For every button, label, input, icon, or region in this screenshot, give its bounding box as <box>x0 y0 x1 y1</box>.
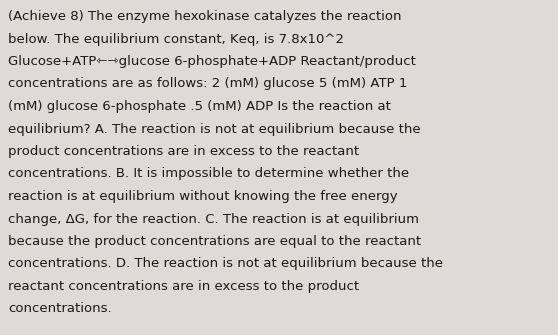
Text: reaction is at equilibrium without knowing the free energy: reaction is at equilibrium without knowi… <box>8 190 398 203</box>
Text: concentrations are as follows: 2 (mM) glucose 5 (mM) ATP 1: concentrations are as follows: 2 (mM) gl… <box>8 77 407 90</box>
Text: below. The equilibrium constant, Κeq, is 7.8x10^2: below. The equilibrium constant, Κeq, is… <box>8 32 344 46</box>
Text: because the product concentrations are equal to the reactant: because the product concentrations are e… <box>8 235 421 248</box>
Text: concentrations.: concentrations. <box>8 303 112 316</box>
Text: (mM) glucose 6-phosphate .5 (mM) ADP Is the reaction at: (mM) glucose 6-phosphate .5 (mM) ADP Is … <box>8 100 391 113</box>
Text: (Achieve 8) The enzyme hexokinase catalyzes the reaction: (Achieve 8) The enzyme hexokinase cataly… <box>8 10 402 23</box>
Text: Glucose+ATP⇽⇾glucose 6-phosphate+ADP Reactant/product: Glucose+ATP⇽⇾glucose 6-phosphate+ADP Rea… <box>8 55 416 68</box>
Text: equilibrium? A. The reaction is not at equilibrium because the: equilibrium? A. The reaction is not at e… <box>8 123 421 135</box>
Text: product concentrations are in excess to the reactant: product concentrations are in excess to … <box>8 145 359 158</box>
Text: concentrations. B. It is impossible to determine whether the: concentrations. B. It is impossible to d… <box>8 168 409 181</box>
Text: concentrations. D. The reaction is not at equilibrium because the: concentrations. D. The reaction is not a… <box>8 258 443 270</box>
Text: reactant concentrations are in excess to the product: reactant concentrations are in excess to… <box>8 280 359 293</box>
Text: change, ΔG, for the reaction. C. The reaction is at equilibrium: change, ΔG, for the reaction. C. The rea… <box>8 212 419 225</box>
